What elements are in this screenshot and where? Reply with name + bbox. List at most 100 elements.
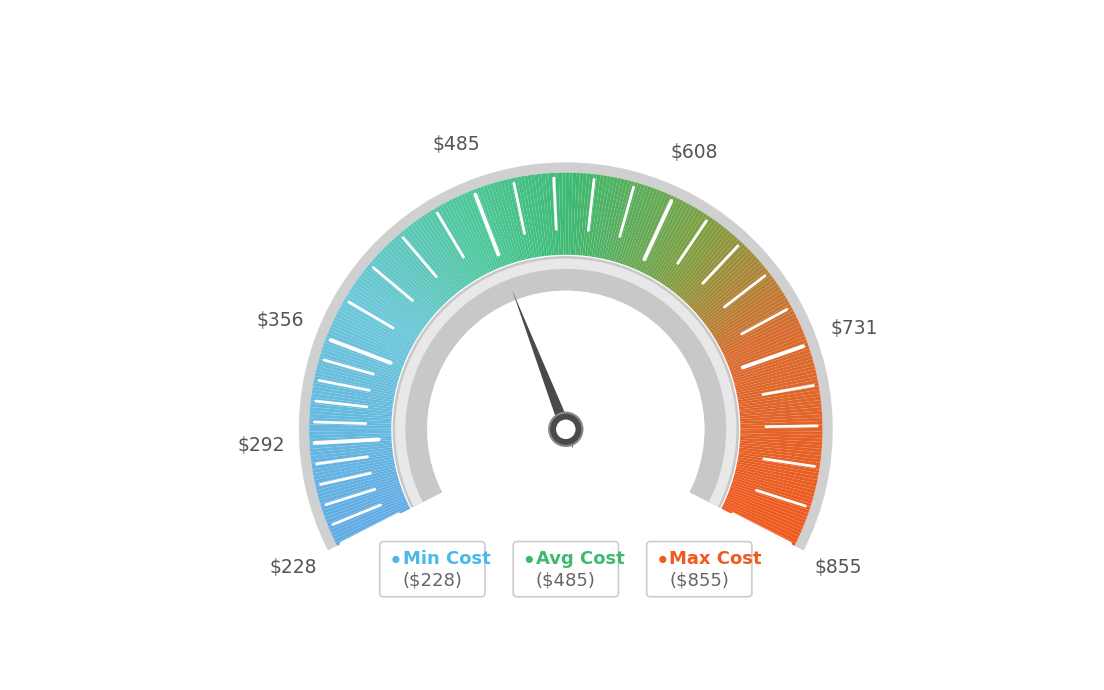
- Wedge shape: [359, 275, 426, 326]
- Wedge shape: [338, 307, 412, 348]
- Wedge shape: [470, 190, 503, 267]
- Polygon shape: [562, 428, 573, 448]
- Wedge shape: [310, 407, 392, 417]
- Wedge shape: [736, 462, 818, 480]
- Text: $292: $292: [237, 436, 285, 455]
- Wedge shape: [379, 251, 440, 310]
- Wedge shape: [552, 173, 559, 255]
- Wedge shape: [741, 421, 822, 426]
- Wedge shape: [736, 466, 817, 487]
- Wedge shape: [424, 213, 471, 284]
- Wedge shape: [736, 373, 817, 393]
- Wedge shape: [708, 281, 777, 330]
- Wedge shape: [741, 424, 822, 428]
- Wedge shape: [739, 455, 820, 470]
- Text: ($855): ($855): [669, 572, 730, 590]
- Wedge shape: [336, 313, 410, 353]
- Wedge shape: [665, 217, 713, 286]
- Wedge shape: [684, 241, 743, 303]
- Wedge shape: [310, 445, 392, 456]
- Wedge shape: [309, 421, 391, 426]
- Wedge shape: [681, 237, 737, 300]
- Wedge shape: [650, 204, 692, 277]
- Wedge shape: [580, 173, 591, 255]
- Wedge shape: [590, 175, 604, 257]
- Wedge shape: [652, 206, 696, 279]
- Wedge shape: [309, 417, 392, 424]
- Wedge shape: [413, 221, 464, 289]
- Wedge shape: [698, 262, 762, 317]
- Wedge shape: [637, 195, 675, 271]
- Wedge shape: [327, 493, 404, 526]
- Wedge shape: [613, 182, 638, 262]
- Wedge shape: [622, 186, 651, 265]
- Wedge shape: [317, 471, 396, 493]
- Wedge shape: [712, 289, 783, 336]
- Wedge shape: [740, 411, 822, 419]
- Wedge shape: [734, 473, 815, 497]
- Wedge shape: [439, 204, 481, 277]
- Wedge shape: [318, 475, 399, 500]
- Wedge shape: [598, 177, 618, 258]
- Wedge shape: [370, 262, 434, 317]
- Wedge shape: [510, 178, 530, 259]
- Wedge shape: [737, 386, 819, 402]
- Wedge shape: [587, 175, 601, 257]
- Wedge shape: [331, 323, 407, 359]
- Wedge shape: [394, 237, 450, 300]
- Wedge shape: [701, 267, 766, 321]
- Wedge shape: [310, 447, 392, 460]
- Wedge shape: [321, 482, 401, 511]
- Wedge shape: [679, 235, 735, 298]
- Wedge shape: [676, 230, 730, 295]
- Wedge shape: [577, 173, 586, 255]
- Wedge shape: [729, 491, 806, 524]
- Text: Max Cost: Max Cost: [669, 551, 762, 569]
- Wedge shape: [322, 346, 401, 375]
- Text: $485: $485: [432, 135, 480, 154]
- Wedge shape: [311, 455, 393, 470]
- Wedge shape: [503, 179, 526, 260]
- Wedge shape: [407, 226, 459, 292]
- Wedge shape: [694, 256, 757, 313]
- Wedge shape: [596, 177, 615, 258]
- Wedge shape: [320, 353, 400, 380]
- Wedge shape: [722, 504, 797, 543]
- Wedge shape: [330, 497, 406, 533]
- Wedge shape: [594, 176, 611, 257]
- Wedge shape: [312, 383, 394, 400]
- Wedge shape: [309, 428, 391, 431]
- Wedge shape: [734, 359, 814, 384]
- Wedge shape: [724, 323, 800, 359]
- Wedge shape: [726, 495, 804, 530]
- Wedge shape: [311, 450, 393, 463]
- Wedge shape: [617, 184, 645, 264]
- Wedge shape: [460, 194, 497, 270]
- Wedge shape: [702, 270, 768, 322]
- Wedge shape: [737, 459, 819, 477]
- Wedge shape: [725, 497, 802, 533]
- Wedge shape: [710, 284, 779, 332]
- Wedge shape: [396, 235, 453, 298]
- Wedge shape: [368, 264, 433, 319]
- Wedge shape: [310, 400, 392, 412]
- Wedge shape: [713, 293, 785, 338]
- Wedge shape: [732, 480, 811, 507]
- Wedge shape: [666, 219, 716, 288]
- Wedge shape: [415, 219, 466, 288]
- Wedge shape: [724, 500, 800, 536]
- Wedge shape: [639, 197, 677, 272]
- Wedge shape: [619, 185, 648, 264]
- Wedge shape: [559, 172, 563, 255]
- Wedge shape: [335, 504, 410, 543]
- Wedge shape: [376, 254, 438, 312]
- Wedge shape: [721, 310, 795, 351]
- Wedge shape: [737, 380, 818, 397]
- Wedge shape: [402, 230, 456, 295]
- Wedge shape: [668, 221, 719, 289]
- Wedge shape: [374, 256, 437, 313]
- Text: Min Cost: Min Cost: [403, 551, 490, 569]
- Wedge shape: [728, 333, 805, 366]
- Wedge shape: [309, 431, 391, 435]
- Wedge shape: [500, 180, 523, 261]
